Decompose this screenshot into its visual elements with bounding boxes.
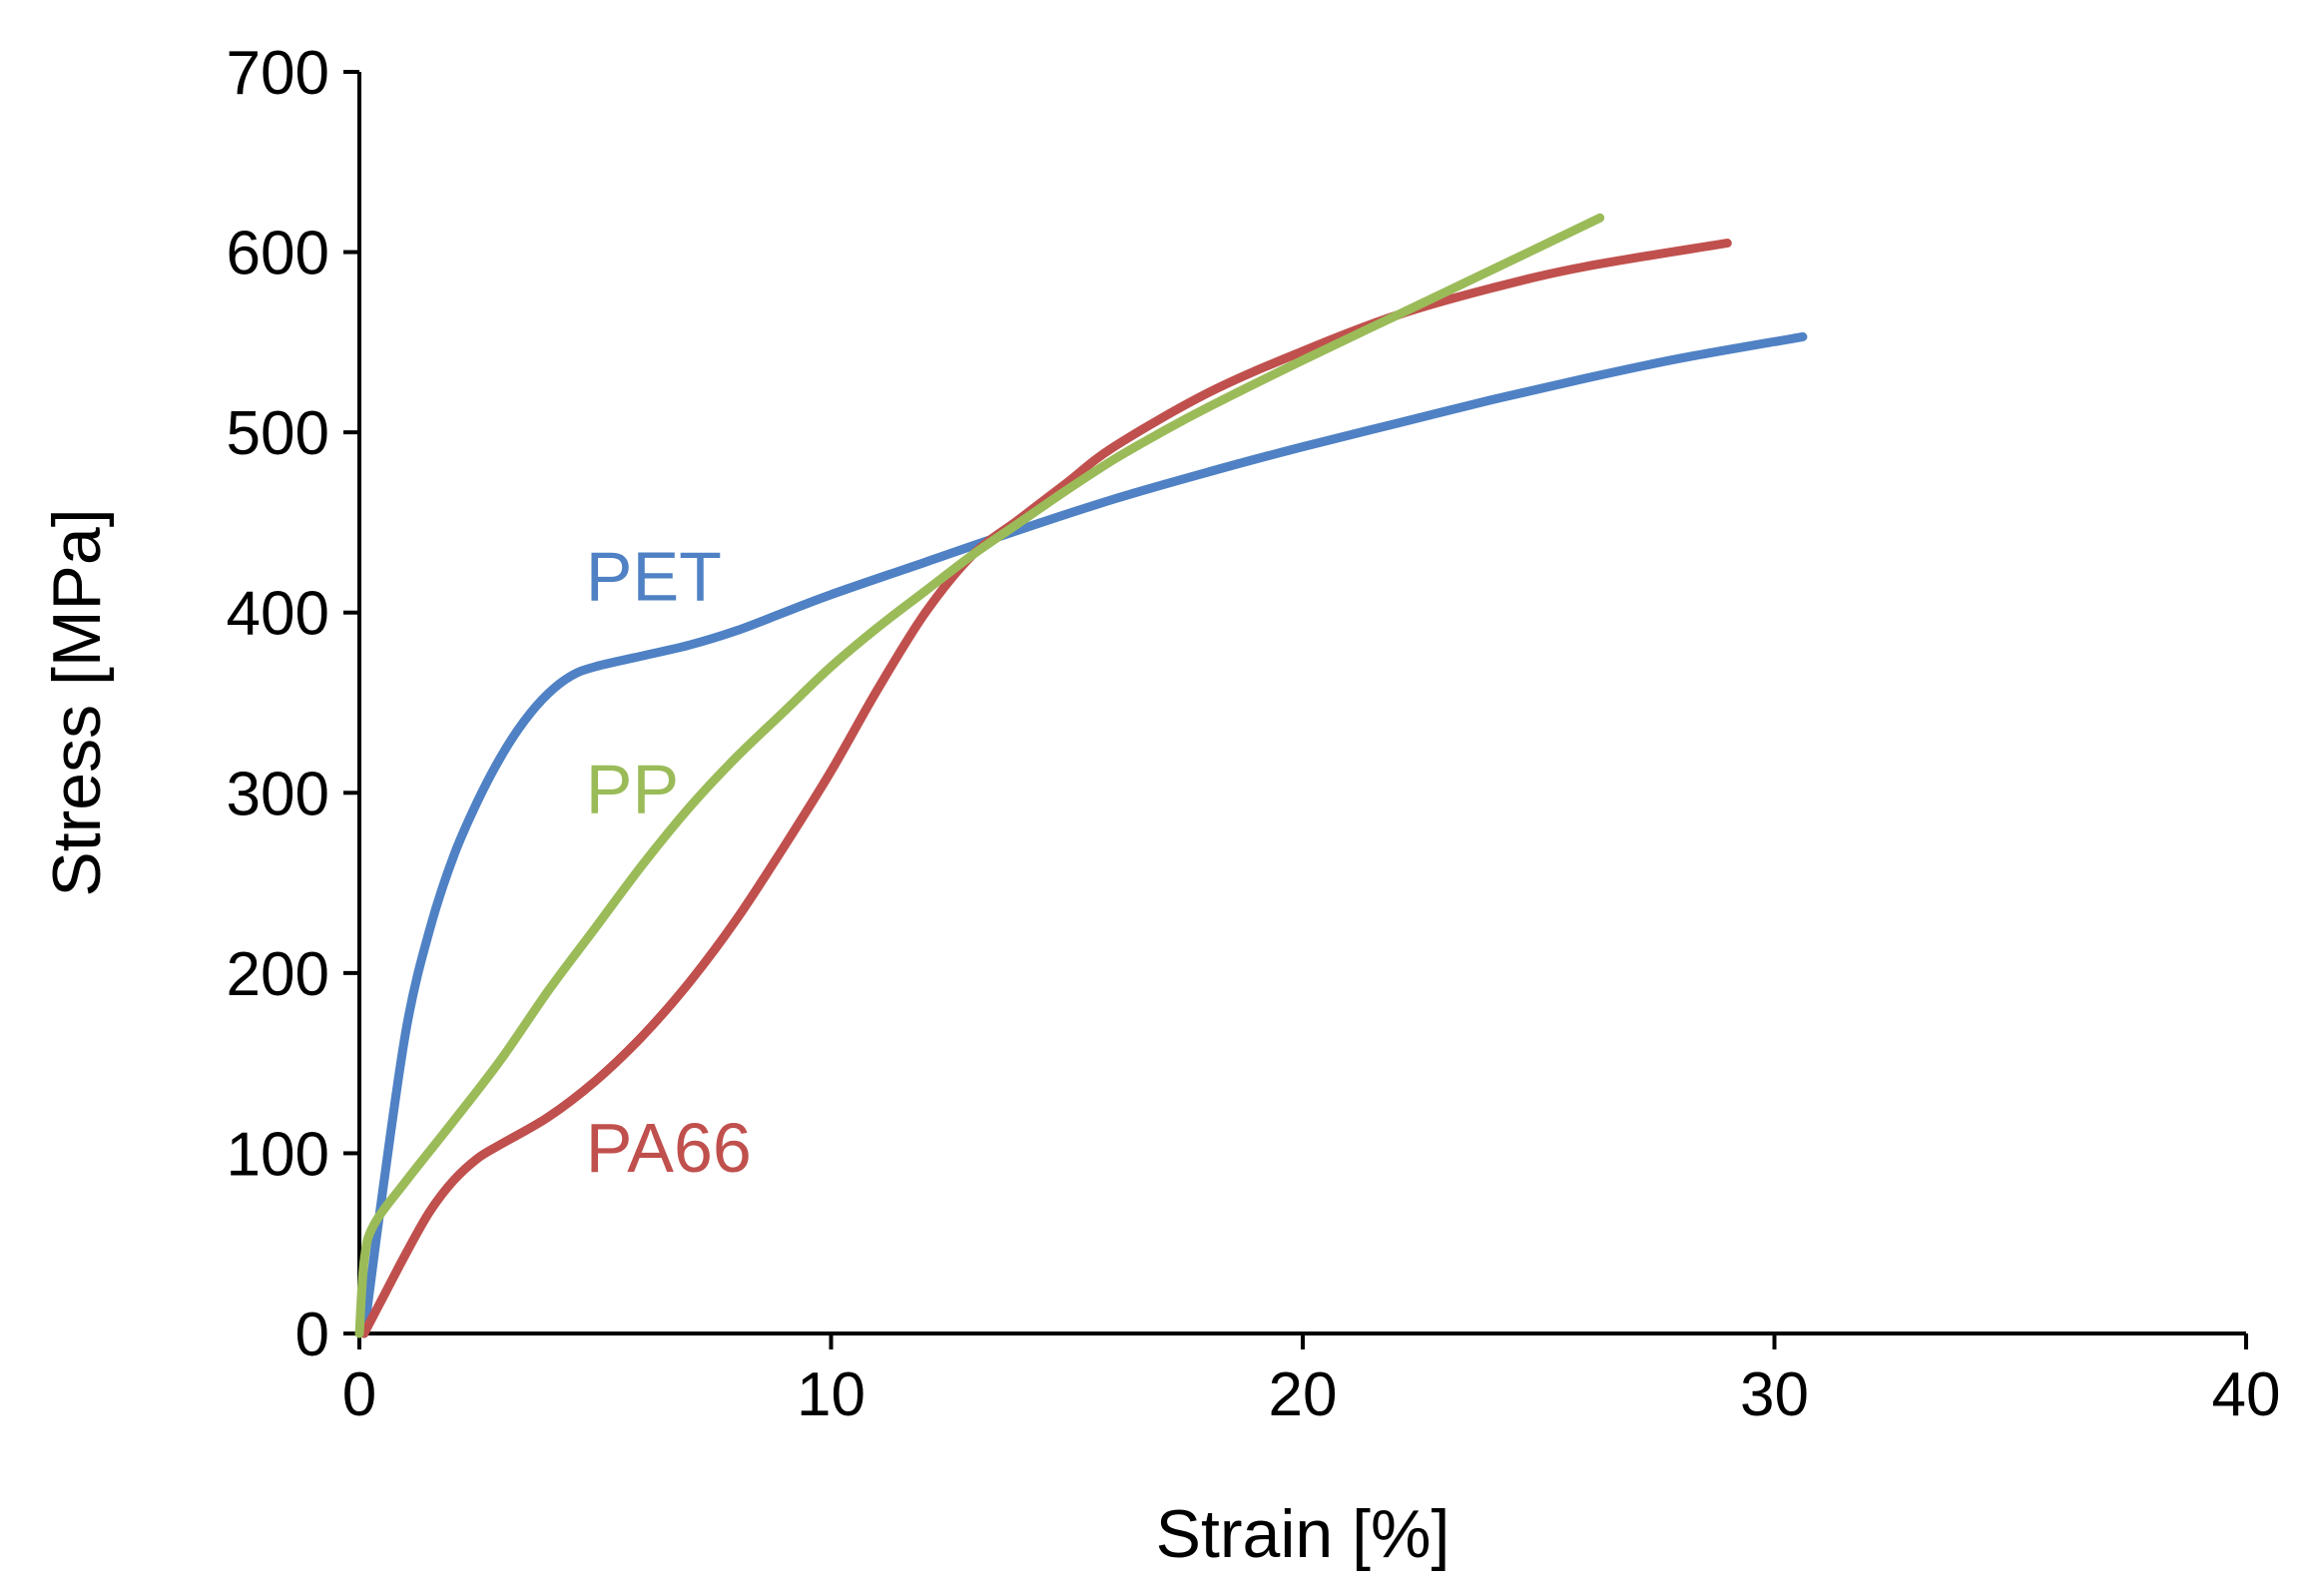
x-tick-label: 20 [1269, 1360, 1338, 1429]
x-axis-title: Strain [%] [1156, 1496, 1450, 1572]
series-label-pa66: PA66 [586, 1109, 752, 1187]
series-label-pet: PET [586, 538, 722, 616]
series-label-pp: PP [586, 751, 679, 828]
series-line-pp [354, 213, 1605, 1338]
y-tick-label: 300 [227, 760, 329, 828]
x-tick-label: 0 [342, 1360, 376, 1429]
labels-layer: PET PP PA66 [586, 538, 752, 1187]
y-tick-label: 400 [227, 580, 329, 649]
y-tick-label: 700 [227, 39, 329, 108]
series-line-pa66 [359, 239, 1732, 1338]
y-tick-label: 200 [227, 940, 329, 1009]
x-tick-label: 10 [797, 1360, 866, 1429]
y-axis-title: Stress [MPa] [39, 508, 115, 896]
y-tick-label: 100 [227, 1120, 329, 1189]
x-tick-label: 30 [1740, 1360, 1809, 1429]
y-tick-label: 600 [227, 220, 329, 288]
y-tick-label: 0 [295, 1301, 329, 1369]
series-line-pet [359, 331, 1808, 1338]
x-tick-label: 40 [2212, 1360, 2281, 1429]
y-tick-label: 500 [227, 399, 329, 468]
series-layer [354, 213, 1808, 1338]
